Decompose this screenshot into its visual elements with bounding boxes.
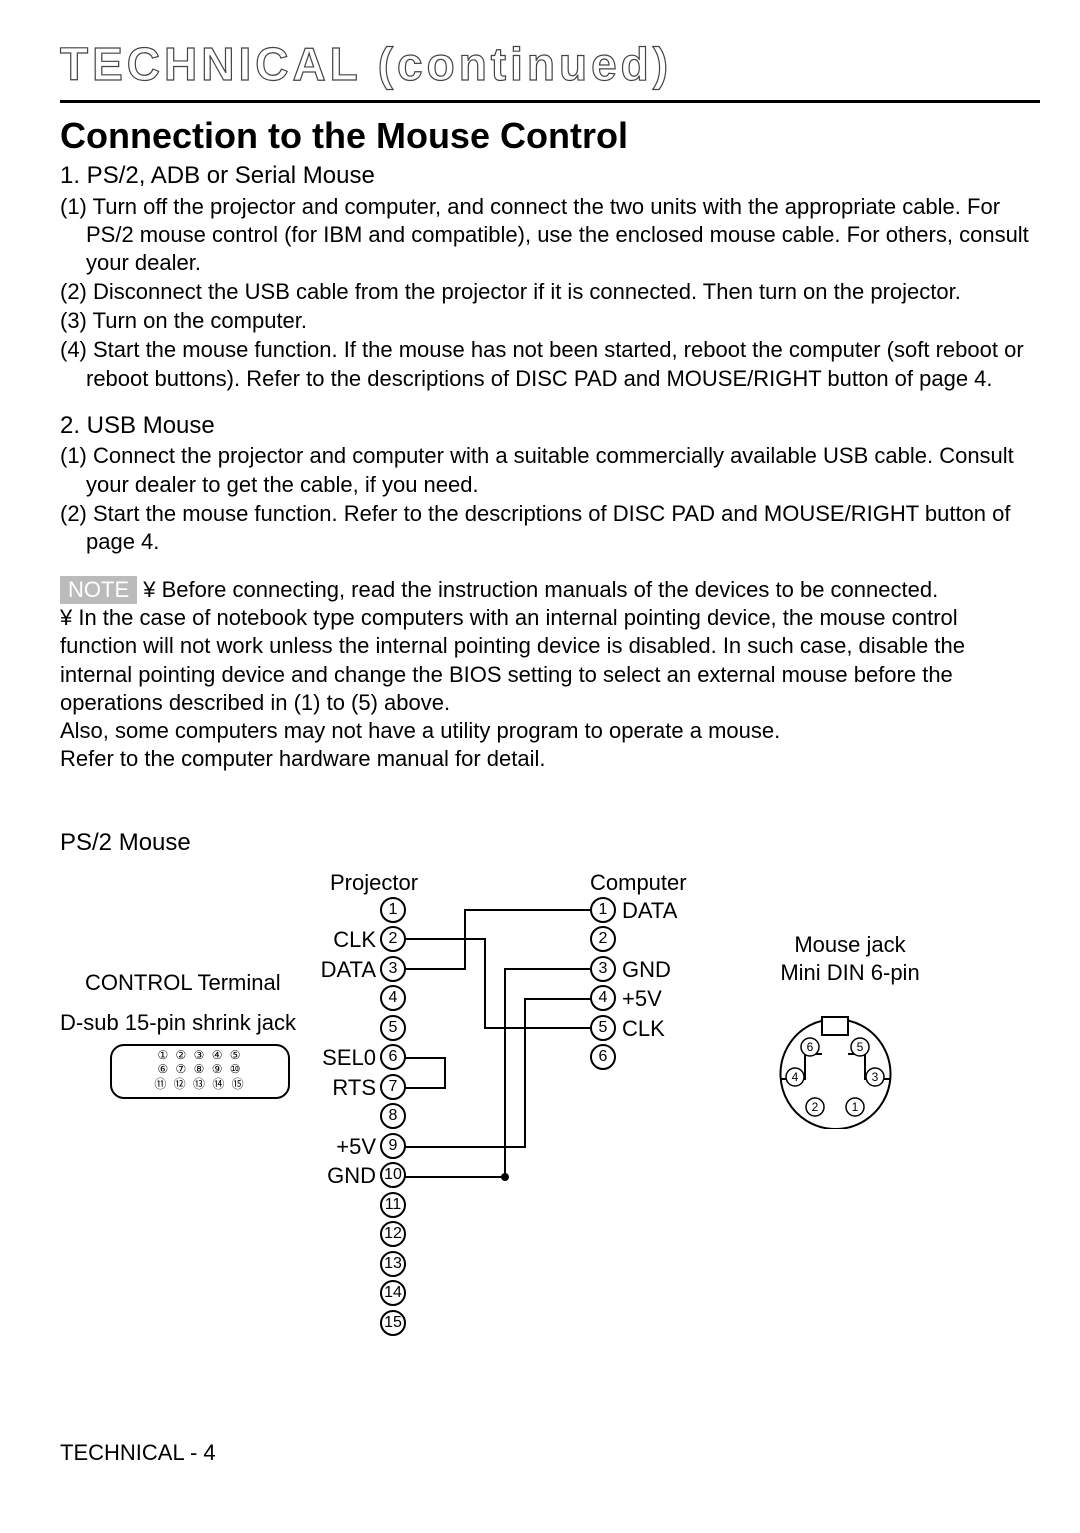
projector-pin-label: SEL0	[316, 1044, 376, 1072]
control-terminal-label: CONTROL Terminal	[85, 969, 281, 997]
projector-pin-label: +5V	[316, 1133, 376, 1161]
dsub-connector-icon: ① ② ③ ④ ⑤ ⑥ ⑦ ⑧ ⑨ ⑩ ⑪ ⑫ ⑬ ⑭ ⑮	[110, 1044, 290, 1099]
page-footer: TECHNICAL - 4	[60, 1439, 1040, 1467]
s2-p2: (2) Start the mouse function. Refer to t…	[60, 500, 1040, 556]
computer-pin-label: GND	[622, 956, 692, 984]
mini-din-text: Mini DIN 6-pin	[780, 960, 919, 985]
wiring-svg	[405, 897, 593, 1197]
mouse-jack-text: Mouse jack	[794, 932, 905, 957]
s2-p1: (1) Connect the projector and computer w…	[60, 442, 1040, 498]
s1-p2: (2) Disconnect the USB cable from the pr…	[60, 278, 1040, 306]
note-badge: NOTE	[60, 576, 137, 604]
projector-pin: 1	[380, 897, 406, 923]
dsub-row-2: ⑥ ⑦ ⑧ ⑨ ⑩	[112, 1062, 288, 1076]
mouse-jack-label: Mouse jack Mini DIN 6-pin	[760, 931, 940, 987]
projector-pin-label: GND	[316, 1162, 376, 1190]
computer-pin: 6	[590, 1044, 616, 1070]
projector-pin: 15	[380, 1310, 406, 1336]
projector-pin: 4	[380, 985, 406, 1011]
computer-pin-column: 1 2 3 4 5 6	[590, 897, 618, 1072]
projector-pin: 13	[380, 1251, 406, 1277]
computer-pin-label: CLK	[622, 1015, 692, 1043]
projector-label: Projector	[330, 869, 418, 897]
projector-pin: 14	[380, 1280, 406, 1306]
svg-text:1: 1	[852, 1100, 859, 1114]
s1-p4: (4) Start the mouse function. If the mou…	[60, 336, 1040, 392]
sub-heading-2: 2. USB Mouse	[60, 411, 1040, 442]
computer-pin-label: DATA	[622, 897, 692, 925]
mini-din-connector-icon: 5 6 3 4 1 2	[760, 1009, 910, 1129]
ps2-wiring-diagram: Projector Computer CONTROL Terminal D-su…	[60, 869, 1040, 1409]
projector-pin: 6	[380, 1044, 406, 1070]
note-body-3: Refer to the computer hardware manual fo…	[60, 745, 1040, 773]
note-body-1: ¥ In the case of notebook type computers…	[60, 604, 1040, 717]
computer-pin: 5	[590, 1015, 616, 1041]
svg-text:6: 6	[807, 1040, 814, 1054]
projector-pin: 10	[380, 1162, 406, 1188]
note-block: NOTE ¥ Before connecting, read the instr…	[60, 576, 1040, 604]
computer-pin: 1	[590, 897, 616, 923]
projector-pin-label: DATA	[316, 956, 376, 984]
dsub-label: D-sub 15-pin shrink jack	[60, 1009, 296, 1037]
note-first-line: ¥ Before connecting, read the instructio…	[143, 577, 938, 602]
projector-pin: 9	[380, 1133, 406, 1159]
svg-text:5: 5	[857, 1040, 864, 1054]
projector-pin: 2	[380, 926, 406, 952]
svg-text:3: 3	[872, 1070, 879, 1084]
projector-pin-label: RTS	[316, 1074, 376, 1102]
dsub-row-3: ⑪ ⑫ ⑬ ⑭ ⑮	[112, 1077, 288, 1091]
computer-pin: 2	[590, 926, 616, 952]
projector-pin: 7	[380, 1074, 406, 1100]
projector-pin: 5	[380, 1015, 406, 1041]
dsub-row-1: ① ② ③ ④ ⑤	[112, 1048, 288, 1062]
projector-pin: 8	[380, 1103, 406, 1129]
computer-pin: 3	[590, 956, 616, 982]
projector-pin: 3	[380, 956, 406, 982]
sub-heading-1: 1. PS/2, ADB or Serial Mouse	[60, 161, 1040, 192]
projector-pin: 12	[380, 1221, 406, 1247]
title-rule	[60, 100, 1040, 103]
s1-p3: (3) Turn on the computer.	[60, 307, 1040, 335]
diagram-title: PS/2 Mouse	[60, 828, 1040, 859]
projector-pin-label: CLK	[316, 926, 376, 954]
section-heading: Connection to the Mouse Control	[60, 113, 1040, 159]
svg-text:2: 2	[812, 1100, 819, 1114]
projector-pin-column: 123456789101112131415	[380, 897, 408, 1340]
computer-pin-label: +5V	[622, 985, 692, 1013]
computer-label: Computer	[590, 869, 687, 897]
projector-pin: 11	[380, 1192, 406, 1218]
svg-text:4: 4	[792, 1070, 799, 1084]
computer-pin: 4	[590, 985, 616, 1011]
note-body-2: Also, some computers may not have a util…	[60, 717, 1040, 745]
page-title-outline: TECHNICAL (continued)	[60, 35, 1040, 94]
s1-p1: (1) Turn off the projector and computer,…	[60, 193, 1040, 277]
